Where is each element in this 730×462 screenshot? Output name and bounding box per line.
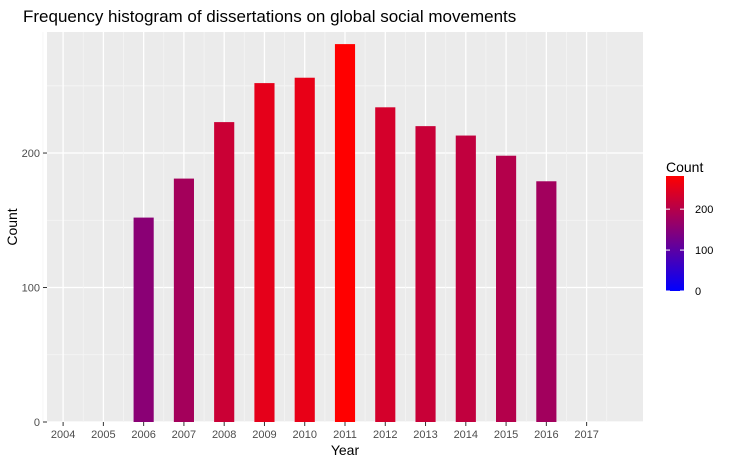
legend-ticks: 0 100 200	[666, 204, 713, 298]
x-tick-label-2004: 2004	[51, 429, 75, 441]
bar-2016	[536, 181, 557, 422]
bar-2010	[294, 77, 315, 423]
bar-2006	[133, 217, 154, 422]
bars	[133, 44, 557, 423]
bar-2011	[334, 44, 356, 422]
bar-2007	[173, 178, 194, 422]
bar-2013	[415, 126, 436, 422]
x-tick-label-2005: 2005	[91, 429, 115, 441]
bar-2014	[455, 135, 476, 422]
legend-tick-label: 0	[695, 286, 701, 298]
x-tick-label-2012: 2012	[373, 429, 397, 441]
x-axis-title: Year	[331, 442, 360, 458]
x-tick-label-2009: 2009	[252, 429, 276, 441]
bar-2015	[496, 155, 517, 423]
legend-title: Count	[666, 159, 703, 175]
x-tick-label-2016: 2016	[534, 429, 558, 441]
y-axis-title: Count	[4, 208, 20, 245]
x-tick-label-2014: 2014	[454, 429, 478, 441]
x-tick-label-2011: 2011	[333, 429, 357, 441]
y-tick-label: 200	[22, 148, 40, 160]
x-tick-label-2017: 2017	[574, 429, 598, 441]
y-tick-label: 0	[34, 417, 40, 429]
bar-2009	[254, 83, 275, 422]
chart-title: Frequency histogram of dissertations on …	[23, 7, 516, 26]
bar-2008	[214, 122, 235, 422]
x-tick-label-2006: 2006	[131, 429, 155, 441]
legend-tick-label: 100	[695, 245, 713, 257]
legend: Count 0 100 200	[666, 159, 713, 298]
legend-colorbar	[666, 176, 684, 291]
x-tick-label-2010: 2010	[292, 429, 316, 441]
x-axis: 2004 2005 2006 2007 2008 2009 2010 2011 2012 2013…	[51, 422, 599, 441]
y-axis: 0 100 200	[22, 148, 47, 429]
x-tick-label-2007: 2007	[172, 429, 196, 441]
bar-2012	[375, 107, 396, 422]
legend-tick-label: 200	[695, 204, 713, 216]
x-tick-label-2008: 2008	[212, 429, 236, 441]
x-tick-label-2013: 2013	[413, 429, 437, 441]
x-tick-label-2015: 2015	[494, 429, 518, 441]
y-tick-label: 100	[22, 283, 40, 295]
